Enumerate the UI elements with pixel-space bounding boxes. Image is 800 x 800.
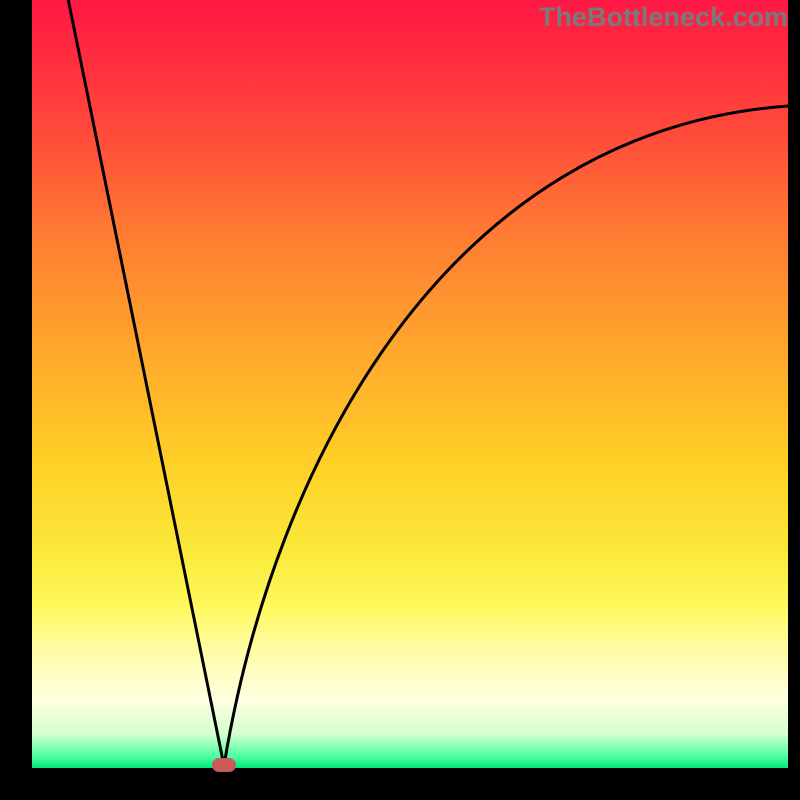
watermark-text: TheBottleneck.com (539, 2, 788, 33)
minimum-marker (212, 758, 236, 772)
plot-area (32, 0, 788, 768)
gradient-and-curve (32, 0, 788, 768)
